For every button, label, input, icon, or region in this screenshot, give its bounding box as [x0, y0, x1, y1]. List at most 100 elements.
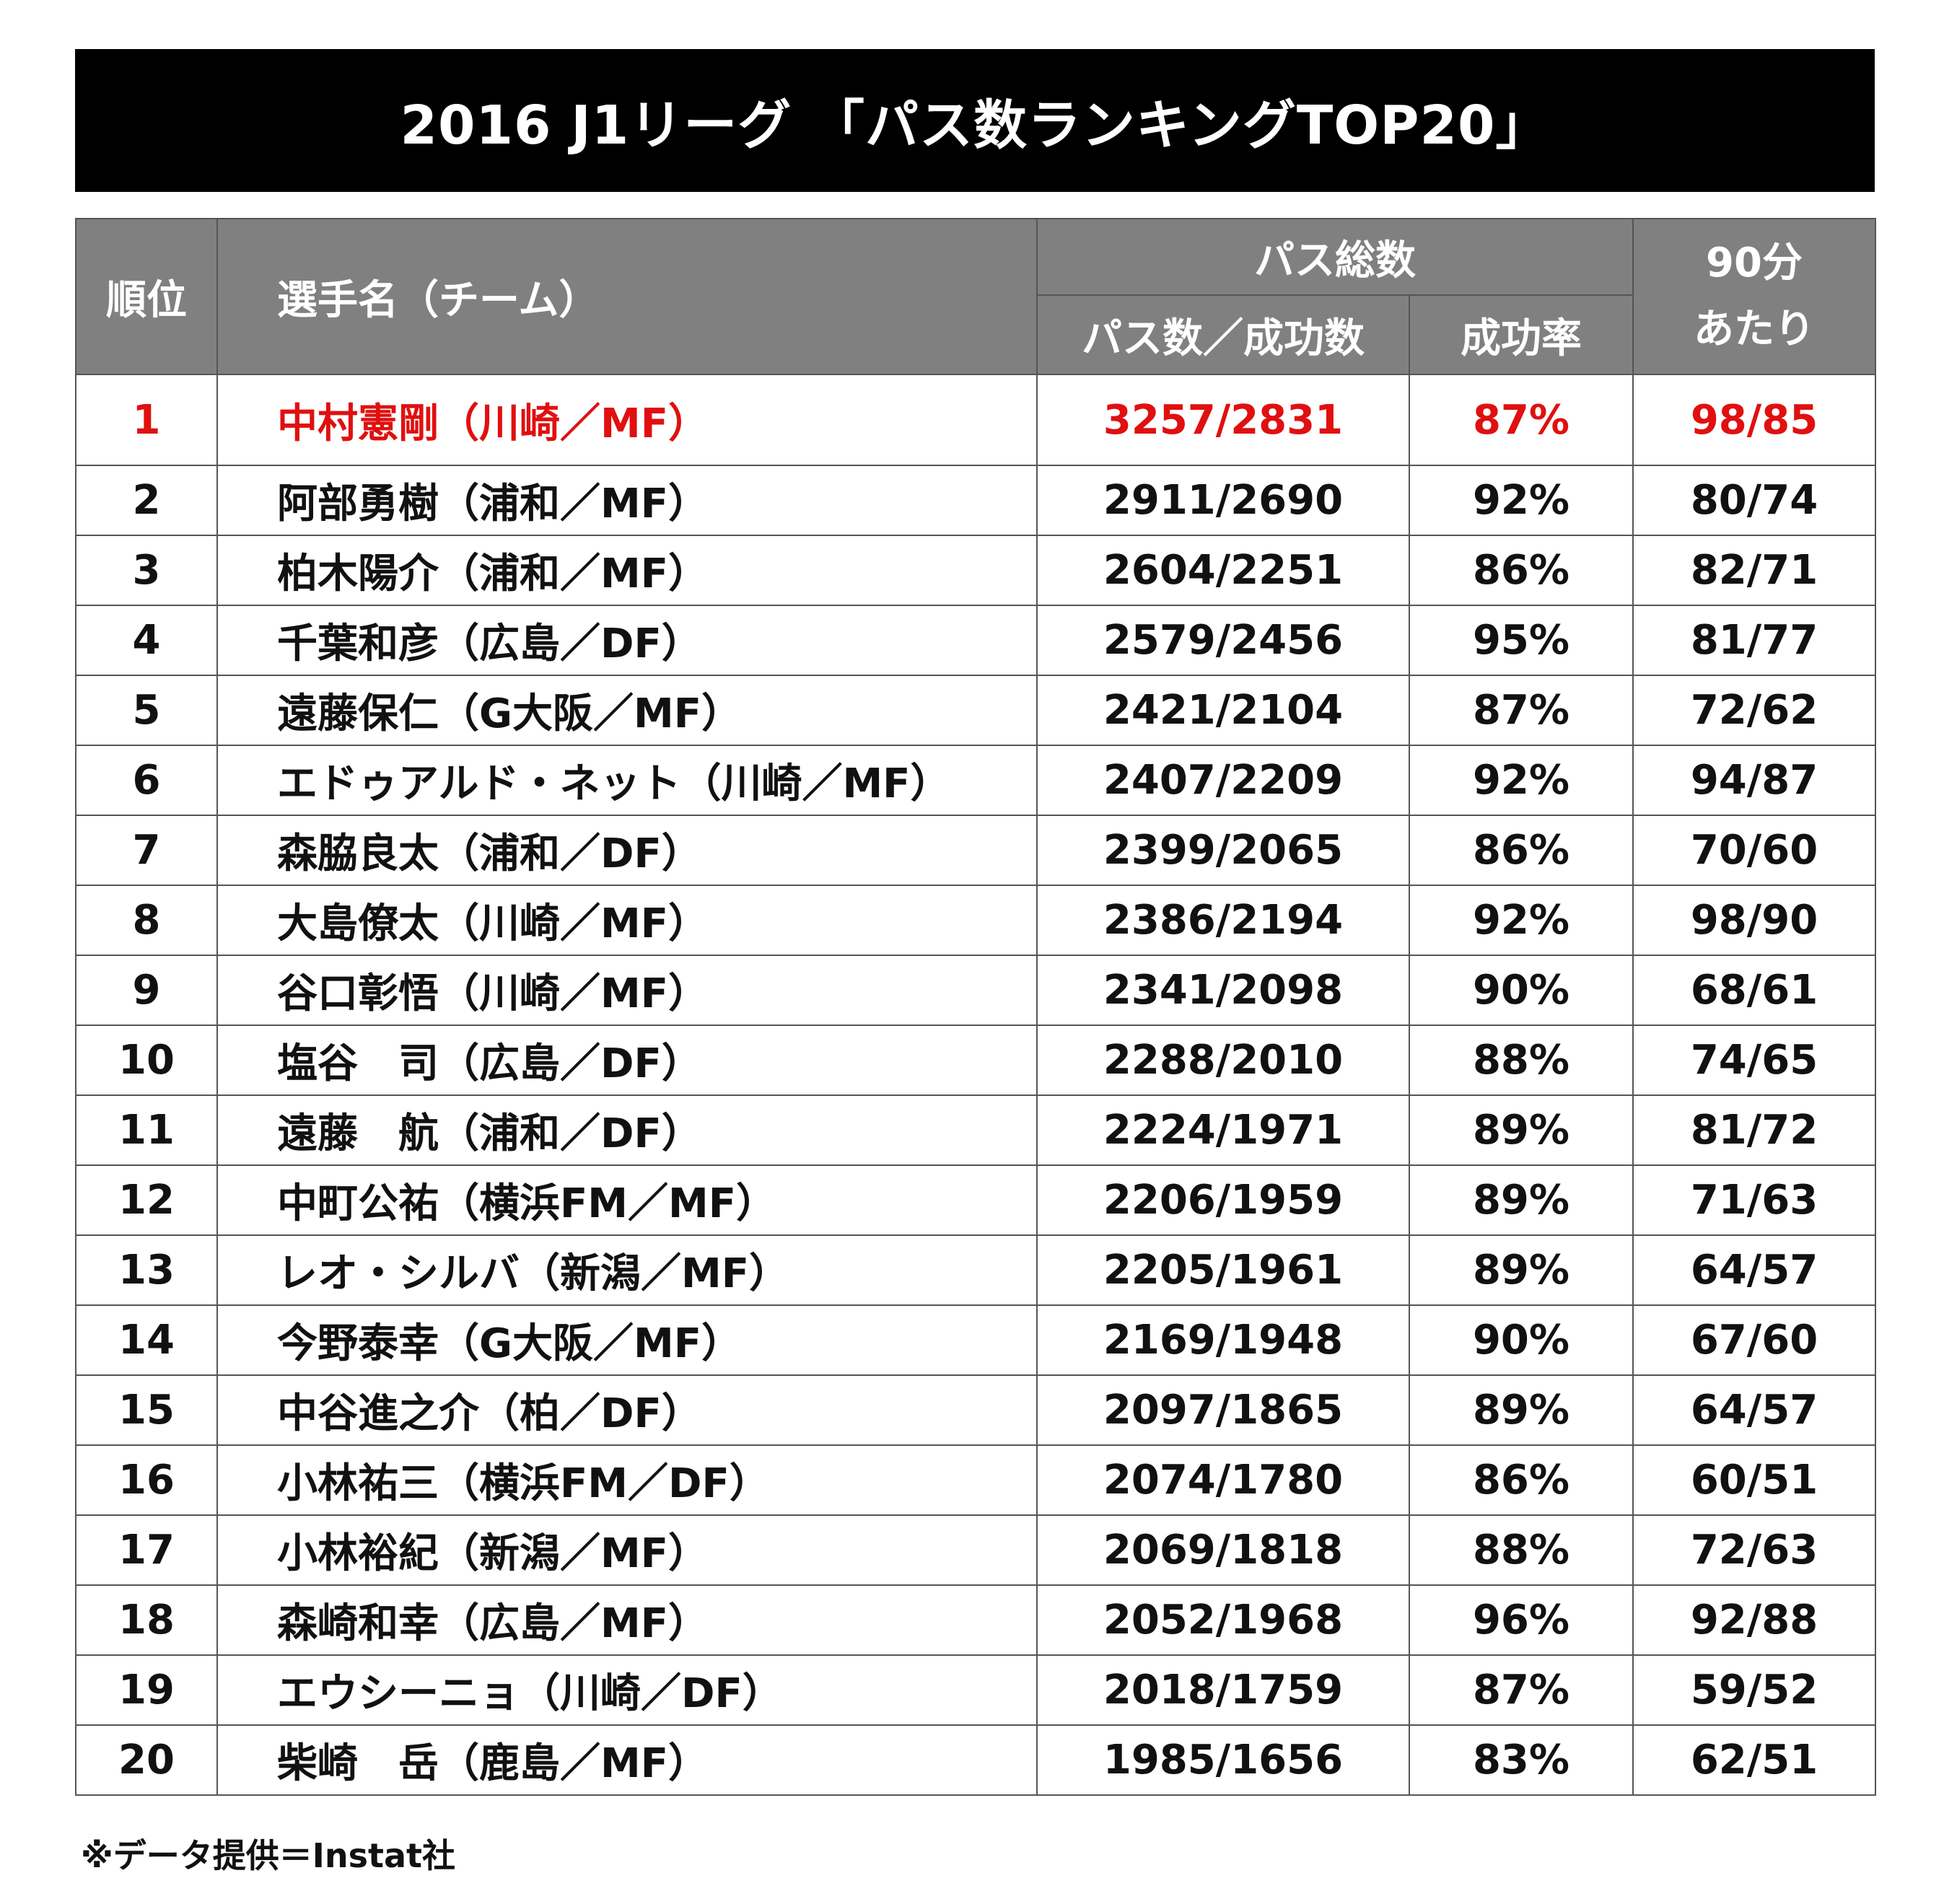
passes-cell: 2097/1865	[1036, 1374, 1410, 1446]
success-rate-cell: 88%	[1409, 1514, 1634, 1586]
success-rate-cell: 89%	[1409, 1234, 1634, 1306]
table-row: 10 塩谷 司（広島／DF） 2288/2010 88% 74/65	[75, 1025, 1876, 1096]
rank-cell: 7	[75, 815, 218, 886]
success-rate-cell: 88%	[1409, 1025, 1634, 1096]
passes-cell: 2052/1968	[1036, 1584, 1410, 1656]
passes-cell: 2911/2690	[1036, 465, 1410, 536]
per90-cell: 60/51	[1632, 1444, 1876, 1516]
rank-cell: 4	[75, 605, 218, 676]
rank-cell: 15	[75, 1374, 218, 1446]
rank-cell: 16	[75, 1444, 218, 1516]
passes-cell: 2018/1759	[1036, 1654, 1410, 1726]
rank-cell: 11	[75, 1094, 218, 1166]
table-row: 3 柏木陽介（浦和／MF） 2604/2251 86% 82/71	[75, 535, 1876, 606]
passes-cell: 2399/2065	[1036, 815, 1410, 886]
per90-cell: 62/51	[1632, 1724, 1876, 1796]
player-cell: 遠藤保仁（G大阪／MF）	[216, 675, 1038, 746]
player-cell: 中谷進之介（柏／DF）	[216, 1374, 1038, 1446]
table-row: 6 エドゥアルド・ネット（川崎／MF） 2407/2209 92% 94/87	[75, 745, 1876, 816]
per90-cell: 71/63	[1632, 1164, 1876, 1236]
header-per90: 90分 あたり	[1632, 218, 1876, 375]
success-rate-cell: 83%	[1409, 1724, 1634, 1796]
passes-cell: 2074/1780	[1036, 1444, 1410, 1516]
passes-cell: 2579/2456	[1036, 605, 1410, 676]
header-pass-total: パス総数	[1036, 218, 1634, 296]
table-row: 1 中村憲剛（川崎／MF） 3257/2831 87% 98/85	[75, 374, 1876, 466]
per90-cell: 82/71	[1632, 535, 1876, 606]
success-rate-cell: 92%	[1409, 745, 1634, 816]
player-cell: 森脇良太（浦和／DF）	[216, 815, 1038, 886]
success-rate-cell: 92%	[1409, 465, 1634, 536]
table-row: 8 大島僚太（川崎／MF） 2386/2194 92% 98/90	[75, 885, 1876, 956]
passes-cell: 2206/1959	[1036, 1164, 1410, 1236]
success-rate-cell: 90%	[1409, 1304, 1634, 1376]
per90-cell: 68/61	[1632, 955, 1876, 1026]
passes-cell: 2407/2209	[1036, 745, 1410, 816]
table-row: 18 森崎和幸（広島／MF） 2052/1968 96% 92/88	[75, 1584, 1876, 1656]
per90-cell: 64/57	[1632, 1234, 1876, 1306]
player-cell: 今野泰幸（G大阪／MF）	[216, 1304, 1038, 1376]
player-cell: 柏木陽介（浦和／MF）	[216, 535, 1038, 606]
passes-cell: 3257/2831	[1036, 374, 1410, 466]
table-row: 4 千葉和彦（広島／DF） 2579/2456 95% 81/77	[75, 605, 1876, 676]
player-cell: エドゥアルド・ネット（川崎／MF）	[216, 745, 1038, 816]
header-success-rate: 成功率	[1409, 294, 1634, 375]
per90-cell: 74/65	[1632, 1025, 1876, 1096]
table-row: 16 小林祐三（横浜FM／DF） 2074/1780 86% 60/51	[75, 1444, 1876, 1516]
per90-cell: 81/77	[1632, 605, 1876, 676]
success-rate-cell: 87%	[1409, 675, 1634, 746]
player-cell: 塩谷 司（広島／DF）	[216, 1025, 1038, 1096]
table-body: 1 中村憲剛（川崎／MF） 3257/2831 87% 98/85 2 阿部勇樹（浦和／MF…	[75, 374, 1876, 1796]
table-row: 12 中町公祐（横浜FM／MF） 2206/1959 89% 71/63	[75, 1164, 1876, 1236]
player-cell: レオ・シルバ（新潟／MF）	[216, 1234, 1038, 1306]
success-rate-cell: 89%	[1409, 1374, 1634, 1446]
passes-cell: 2205/1961	[1036, 1234, 1410, 1306]
header-passes-success: パス数／成功数	[1036, 294, 1410, 375]
passes-cell: 2169/1948	[1036, 1304, 1410, 1376]
per90-cell: 94/87	[1632, 745, 1876, 816]
success-rate-cell: 87%	[1409, 374, 1634, 466]
data-source-footnote: ※データ提供＝Instat社	[81, 1836, 455, 1875]
header-rank: 順位	[75, 218, 218, 375]
per90-cell: 70/60	[1632, 815, 1876, 886]
table-row: 7 森脇良太（浦和／DF） 2399/2065 86% 70/60	[75, 815, 1876, 886]
rank-cell: 9	[75, 955, 218, 1026]
per90-cell: 81/72	[1632, 1094, 1876, 1166]
header-per90-line2: あたり	[1694, 306, 1815, 353]
table-row: 13 レオ・シルバ（新潟／MF） 2205/1961 89% 64/57	[75, 1234, 1876, 1306]
per90-cell: 72/63	[1632, 1514, 1876, 1586]
player-cell: 千葉和彦（広島／DF）	[216, 605, 1038, 676]
table-row: 17 小林裕紀（新潟／MF） 2069/1818 88% 72/63	[75, 1514, 1876, 1586]
rank-cell: 2	[75, 465, 218, 536]
player-cell: 阿部勇樹（浦和／MF）	[216, 465, 1038, 536]
success-rate-cell: 90%	[1409, 955, 1634, 1026]
player-cell: 中村憲剛（川崎／MF）	[216, 374, 1038, 466]
success-rate-cell: 86%	[1409, 815, 1634, 886]
rank-cell: 6	[75, 745, 218, 816]
success-rate-cell: 89%	[1409, 1094, 1634, 1166]
per90-cell: 92/88	[1632, 1584, 1876, 1656]
success-rate-cell: 86%	[1409, 1444, 1634, 1516]
rank-cell: 13	[75, 1234, 218, 1306]
per90-cell: 59/52	[1632, 1654, 1876, 1726]
player-cell: 谷口彰悟（川崎／MF）	[216, 955, 1038, 1026]
success-rate-cell: 87%	[1409, 1654, 1634, 1726]
per90-cell: 98/85	[1632, 374, 1876, 466]
success-rate-cell: 89%	[1409, 1164, 1634, 1236]
table-row: 11 遠藤 航（浦和／DF） 2224/1971 89% 81/72	[75, 1094, 1876, 1166]
success-rate-cell: 96%	[1409, 1584, 1634, 1656]
passes-cell: 2421/2104	[1036, 675, 1410, 746]
player-cell: 小林裕紀（新潟／MF）	[216, 1514, 1038, 1586]
success-rate-cell: 86%	[1409, 535, 1634, 606]
passes-cell: 2224/1971	[1036, 1094, 1410, 1166]
rank-cell: 3	[75, 535, 218, 606]
rank-cell: 8	[75, 885, 218, 956]
per90-cell: 80/74	[1632, 465, 1876, 536]
rank-cell: 20	[75, 1724, 218, 1796]
rank-cell: 1	[75, 374, 218, 466]
success-rate-cell: 95%	[1409, 605, 1634, 676]
table-row: 20 柴崎 岳（鹿島／MF） 1985/1656 83% 62/51	[75, 1724, 1876, 1796]
passes-cell: 2341/2098	[1036, 955, 1410, 1026]
player-cell: エウシーニョ（川崎／DF）	[216, 1654, 1038, 1726]
player-cell: 森崎和幸（広島／MF）	[216, 1584, 1038, 1656]
